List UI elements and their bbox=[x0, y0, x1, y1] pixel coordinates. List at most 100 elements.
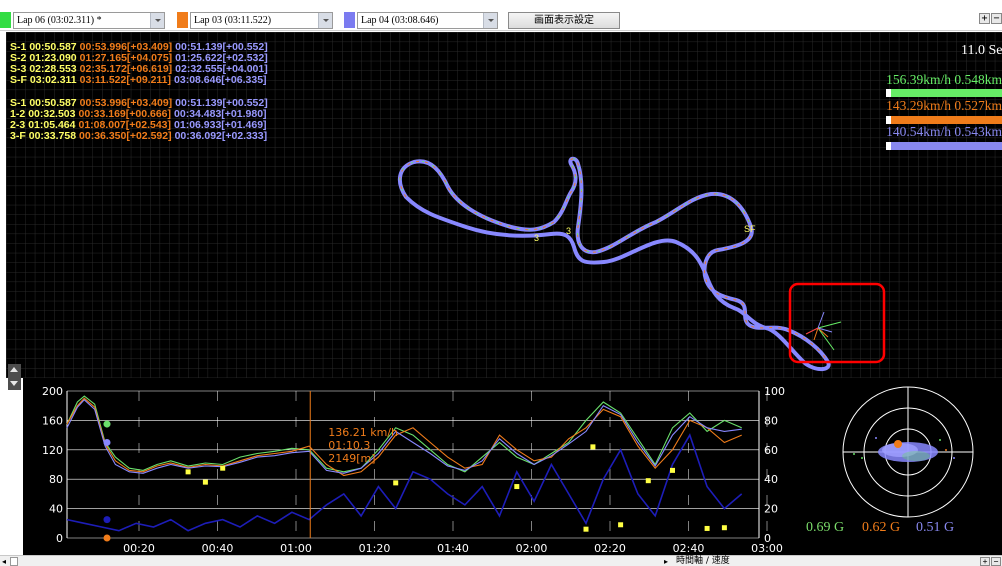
sector-time-lap3: 02:32.555[+04.001] bbox=[175, 63, 268, 75]
x-tick-label: 01:40 bbox=[437, 542, 469, 555]
y-right-tick-label: 80 bbox=[764, 414, 778, 427]
sector-time-lap3: 00:34.483[+01.980] bbox=[174, 108, 267, 120]
event-marker bbox=[514, 484, 520, 490]
screen-settings-button[interactable]: 画面表示設定 bbox=[508, 12, 620, 29]
y-left-tick-label: 0 bbox=[56, 532, 63, 545]
lap1-select-label: Lap 06 (03:02.311) * bbox=[17, 15, 102, 26]
speed-bar-lap1 bbox=[891, 89, 1002, 97]
event-marker bbox=[645, 478, 651, 484]
start-marker-4 bbox=[103, 534, 111, 542]
y-right-tick-label: 60 bbox=[764, 444, 778, 457]
speed-time-chart[interactable]: 200 160 120 80 40 0 100 80 60 40 20 0 00:20 00:40 01:0… bbox=[23, 378, 796, 555]
sector-mark-3a: 3 bbox=[534, 233, 539, 243]
sector-name: S-1 bbox=[10, 97, 27, 109]
g-force-plot bbox=[842, 386, 974, 518]
sector-time-lap1: 00:50.587 bbox=[29, 97, 77, 109]
event-marker bbox=[202, 479, 208, 485]
speed-readout-lap3: 140.54km/h 0.543km bbox=[886, 124, 1002, 139]
event-marker bbox=[590, 444, 596, 450]
zoom-out-button[interactable]: − bbox=[991, 13, 1002, 24]
chevron-down-icon[interactable] bbox=[483, 13, 497, 28]
y-right-tick-label: 100 bbox=[764, 385, 785, 398]
event-marker bbox=[704, 525, 710, 531]
lap3-color-swatch bbox=[344, 12, 355, 28]
cursor-readout-1: 136.21 km/h bbox=[328, 426, 398, 439]
sector-name: 3-F bbox=[10, 130, 26, 142]
y-right-tick-label: 40 bbox=[764, 473, 778, 486]
x-tick-label: 01:00 bbox=[280, 542, 312, 555]
x-tick-label: 00:40 bbox=[202, 542, 234, 555]
panel-split-handle[interactable] bbox=[8, 364, 21, 390]
g-value-lap1: 0.69 G bbox=[806, 520, 845, 535]
sector-row: 2-3 01:05.464 01:08.007[+02.543] 01:06.933[… bbox=[10, 120, 270, 131]
sector-row: 3-F 00:33.758 00:36.350[+02.592] 00:36.092[… bbox=[10, 131, 270, 142]
sector-name: 1-2 bbox=[10, 108, 26, 120]
play-icon[interactable]: ▸ bbox=[664, 557, 669, 566]
lap1-select[interactable]: Lap 06 (03:02.311) * bbox=[13, 12, 165, 29]
sector-time-lap2: 01:27.165[+04.075] bbox=[79, 52, 173, 64]
event-marker bbox=[618, 522, 624, 528]
sector-time-lap2: 02:35.172[+06.619] bbox=[79, 63, 173, 75]
y-left-tick-label: 160 bbox=[42, 414, 63, 427]
sector-name: S-3 bbox=[10, 63, 27, 75]
lap2-select[interactable]: Lap 03 (03:11.522) bbox=[190, 12, 333, 29]
zoom-out-button-bottom[interactable]: − bbox=[991, 557, 1001, 566]
y-left-tick-label: 80 bbox=[49, 473, 63, 486]
arrow-up-icon[interactable] bbox=[10, 367, 18, 372]
lap2-color-swatch bbox=[177, 12, 188, 28]
sector-time-lap2: 00:36.350[+02.592] bbox=[79, 130, 172, 142]
sector-time-lap3: 00:51.139[+00.552] bbox=[175, 97, 268, 109]
sector-row: S-F 03:02.311 03:11.522[+09.211] 03:08.646[… bbox=[10, 75, 270, 86]
x-tick-label: 03:00 bbox=[751, 542, 783, 555]
sector-row: S-3 02:28.553 02:35.172[+06.619] 02:32.555[… bbox=[10, 64, 271, 75]
cursor-readout-2: 01:10.3 bbox=[328, 439, 370, 452]
sector-time-lap2: 01:08.007[+02.543] bbox=[78, 119, 172, 131]
lap1-color-swatch bbox=[0, 12, 11, 28]
series-line-1 bbox=[66, 395, 742, 473]
sector-time-lap1: 02:28.553 bbox=[29, 63, 77, 75]
sector-row: S-2 01:23.090 01:27.165[+04.075] 01:25.622[… bbox=[10, 53, 271, 64]
g-value-lap2: 0.62 G bbox=[862, 520, 901, 535]
x-tick-label: 02:20 bbox=[594, 542, 626, 555]
speed-readout-lap2: 143.29km/h 0.527km bbox=[886, 98, 1002, 113]
arrow-down-icon[interactable] bbox=[10, 381, 18, 386]
sector-time-lap1: 01:05.464 bbox=[28, 119, 76, 131]
track-line-lap2 bbox=[399, 158, 829, 363]
y-left-tick-label: 120 bbox=[42, 444, 63, 457]
sector-name: S-2 bbox=[10, 52, 27, 64]
elapsed-time-readout: 11.0 Sec bbox=[961, 43, 1002, 58]
sector-name: S-F bbox=[10, 74, 27, 86]
scroll-left-icon[interactable]: ◂ bbox=[2, 557, 7, 566]
x-tick-label: 02:40 bbox=[673, 542, 705, 555]
y-left-tick-label: 200 bbox=[42, 385, 63, 398]
x-tick-label: 02:00 bbox=[516, 542, 548, 555]
sector-mark-3b: 3 bbox=[566, 226, 571, 236]
chevron-down-icon[interactable] bbox=[318, 13, 332, 28]
sector-time-lap1: 00:33.758 bbox=[28, 130, 77, 142]
zoom-in-button[interactable]: + bbox=[979, 13, 990, 24]
track-map-panel[interactable]: 3 3 SF S-1 00:50.587 00:53.996[+03.409] 00:… bbox=[6, 32, 1002, 378]
sector-time-lap3: 00:36.092[+02.333] bbox=[174, 130, 268, 142]
car-position-marker bbox=[805, 311, 842, 351]
lap3-select[interactable]: Lap 04 (03:08.646) bbox=[357, 12, 498, 29]
sector-row: S-1 00:50.587 00:53.996[+03.409] 00:51.139[… bbox=[10, 98, 271, 109]
y-right-tick-label: 0 bbox=[764, 532, 771, 545]
sector-time-lap1: 00:50.587 bbox=[29, 41, 77, 53]
horizontal-scrollbar-thumb[interactable] bbox=[10, 557, 18, 566]
start-marker-3 bbox=[103, 516, 111, 524]
event-marker bbox=[670, 467, 675, 473]
sector-time-lap2: 00:53.996[+03.409] bbox=[79, 41, 173, 53]
sector-mark-sf: SF bbox=[744, 224, 756, 234]
event-marker bbox=[393, 480, 399, 486]
chevron-down-icon[interactable] bbox=[150, 13, 164, 28]
event-marker bbox=[185, 469, 191, 475]
y-right-tick-label: 20 bbox=[764, 503, 778, 516]
zoom-in-button-bottom[interactable]: + bbox=[980, 557, 990, 566]
lap2-select-label: Lap 03 (03:11.522) bbox=[194, 15, 272, 26]
x-tick-label: 01:20 bbox=[359, 542, 391, 555]
start-marker-1 bbox=[103, 420, 111, 428]
x-tick-label: 00:20 bbox=[123, 542, 155, 555]
toolbar: Lap 06 (03:02.311) * Lap 03 (03:11.522) … bbox=[0, 0, 1002, 31]
sector-time-lap3: 01:25.622[+02.532] bbox=[175, 52, 268, 64]
